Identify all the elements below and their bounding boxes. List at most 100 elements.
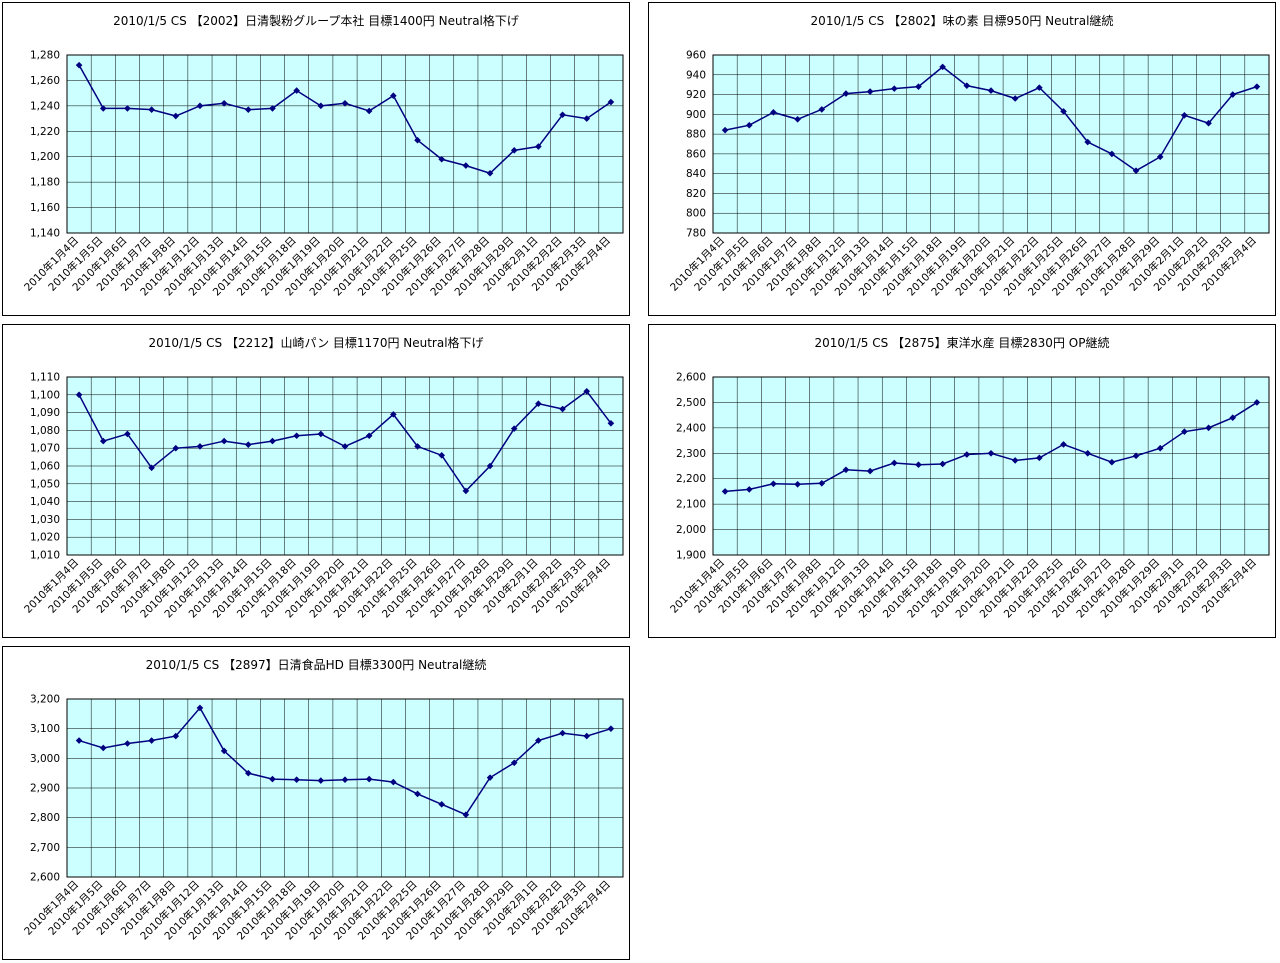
line-chart-2002: 1,140 1,160 1,180 1,200 1,220 1,240 1,260 1,280…	[21, 50, 624, 298]
data-point-marker	[1011, 457, 1019, 464]
data-point-marker	[559, 111, 566, 119]
data-point-marker	[1229, 91, 1237, 98]
chart-title-2897: 2010/1/5 CS 【2897】日清食品HD 目標3300円 Neutral…	[145, 658, 487, 672]
y-tick-label: 1,160	[30, 202, 60, 214]
y-tick-label: 1,030	[30, 514, 60, 526]
chart-panel-2802: 2010/1/5 CS 【2802】味の素 目標950円 Neutral継続 7…	[648, 2, 1276, 316]
data-point-marker	[269, 105, 276, 112]
data-point-marker	[293, 87, 300, 94]
data-point-marker	[148, 106, 155, 113]
data-point-marker	[510, 425, 518, 432]
data-point-marker	[583, 387, 591, 395]
data-point-marker	[148, 737, 155, 744]
y-tick-label: 3,000	[30, 753, 60, 765]
data-point-marker	[1084, 138, 1091, 146]
y-tick-label: 1,090	[30, 407, 60, 419]
data-point-marker	[1108, 150, 1116, 158]
data-point-marker	[794, 115, 801, 123]
data-point-marker	[891, 459, 898, 467]
chart-title-2002: 2010/1/5 CS 【2002】日清製粉グループ本社 目標1400円 Neu…	[113, 14, 519, 28]
y-tick-label: 1,280	[30, 50, 60, 62]
data-point-marker	[1156, 153, 1164, 161]
data-point-marker	[1036, 454, 1043, 462]
plot-area	[712, 376, 1270, 556]
data-point-marker	[559, 405, 566, 413]
y-tick-label: 800	[686, 208, 706, 220]
data-point-marker	[75, 61, 83, 69]
data-point-marker	[1084, 449, 1091, 457]
y-tick-label: 1,180	[30, 177, 60, 189]
y-tick-label: 940	[686, 69, 706, 81]
chart-title-2212: 2010/1/5 CS 【2212】山崎パン 目標1170円 Neutral格下…	[148, 336, 484, 350]
y-tick-label: 1,020	[30, 532, 60, 544]
data-point-marker	[1229, 414, 1237, 421]
data-point-marker	[607, 725, 615, 732]
data-point-marker	[721, 126, 729, 134]
data-point-marker	[390, 411, 397, 418]
plot-area	[66, 54, 624, 234]
data-point-marker	[341, 776, 349, 783]
data-point-marker	[390, 778, 397, 786]
data-point-marker	[559, 729, 566, 737]
chart-title-2802: 2010/1/5 CS 【2802】味の素 目標950円 Neutral継続	[810, 14, 1114, 28]
data-point-marker	[172, 112, 180, 120]
y-tick-label: 840	[686, 168, 706, 180]
data-point-marker	[414, 136, 421, 144]
y-tick-label: 3,100	[30, 723, 60, 735]
y-tick-label: 1,220	[30, 126, 60, 138]
data-point-marker	[1132, 452, 1140, 460]
data-point-marker	[245, 441, 252, 448]
chart-panel-2897: 2010/1/5 CS 【2897】日清食品HD 目標3300円 Neutral…	[2, 646, 630, 960]
y-tick-label: 960	[686, 50, 706, 62]
data-point-marker	[1132, 167, 1140, 174]
data-point-marker	[1205, 424, 1212, 432]
data-point-marker	[721, 488, 729, 495]
data-point-marker	[365, 107, 373, 115]
y-tick-label: 2,400	[676, 422, 706, 434]
data-point-marker	[818, 479, 826, 487]
y-tick-label: 3,200	[30, 694, 60, 706]
data-point-marker	[1253, 83, 1261, 90]
data-point-marker	[915, 83, 922, 90]
data-point-marker	[341, 100, 349, 107]
data-point-marker	[245, 769, 252, 777]
data-point-marker	[510, 759, 518, 767]
y-tick-label: 2,500	[676, 397, 706, 409]
line-chart-2212: 1,010 1,020 1,030 1,040 1,050 1,060 1,070 1,080…	[21, 372, 624, 620]
y-tick-label: 780	[686, 228, 706, 240]
y-tick-label: 820	[686, 188, 706, 200]
data-point-marker	[462, 162, 470, 169]
data-point-marker	[939, 63, 946, 71]
data-point-marker	[1205, 119, 1212, 127]
data-point-marker	[891, 85, 898, 92]
y-tick-label: 1,110	[30, 372, 60, 384]
data-point-marker	[124, 105, 131, 112]
data-point-marker	[390, 92, 397, 99]
y-tick-label: 1,050	[30, 478, 60, 490]
y-tick-label: 1,200	[30, 151, 60, 163]
chart-panel-2002: 2010/1/5 CS 【2002】日清製粉グループ本社 目標1400円 Neu…	[2, 2, 630, 316]
data-point-marker	[462, 487, 470, 495]
data-point-marker	[535, 400, 542, 407]
data-point-marker	[1011, 95, 1019, 102]
data-point-marker	[99, 744, 107, 752]
data-point-marker	[75, 737, 83, 744]
data-point-marker	[1036, 84, 1043, 91]
y-tick-label: 2,300	[676, 448, 706, 460]
y-tick-label: 2,600	[30, 872, 60, 884]
data-point-marker	[486, 462, 494, 470]
data-point-marker	[220, 100, 228, 107]
data-point-marker	[365, 775, 373, 783]
y-tick-label: 2,700	[30, 842, 60, 854]
data-point-marker	[607, 98, 615, 106]
data-point-marker	[535, 737, 542, 744]
data-point-marker	[583, 115, 591, 122]
data-point-marker	[842, 466, 850, 474]
data-point-marker	[583, 732, 591, 740]
data-point-marker	[245, 106, 252, 113]
y-tick-label: 1,060	[30, 461, 60, 473]
y-tick-label: 1,080	[30, 425, 60, 437]
data-point-marker	[607, 419, 615, 427]
y-tick-label: 1,040	[30, 496, 60, 508]
